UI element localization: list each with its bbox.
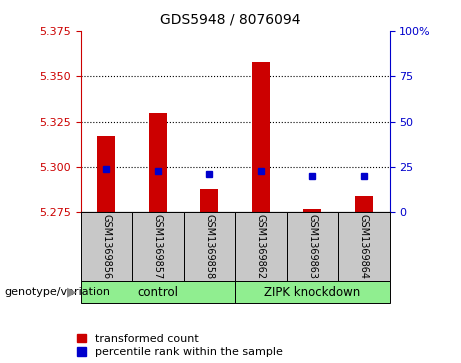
Bar — [81, 212, 132, 281]
Text: genotype/variation: genotype/variation — [5, 287, 111, 297]
Bar — [338, 212, 390, 281]
Bar — [252, 62, 270, 212]
Text: GDS5948 / 8076094: GDS5948 / 8076094 — [160, 13, 301, 27]
Text: GSM1369864: GSM1369864 — [359, 214, 369, 280]
Bar — [287, 212, 338, 281]
Bar — [149, 113, 167, 212]
Text: ▶: ▶ — [67, 286, 76, 299]
Bar — [355, 196, 373, 212]
Bar — [201, 189, 219, 212]
Text: control: control — [137, 286, 178, 299]
Text: GSM1369856: GSM1369856 — [101, 214, 112, 280]
Legend: transformed count, percentile rank within the sample: transformed count, percentile rank withi… — [77, 334, 283, 358]
Bar — [235, 281, 390, 303]
Text: GSM1369858: GSM1369858 — [204, 214, 214, 280]
Bar — [132, 212, 183, 281]
Text: GSM1369862: GSM1369862 — [256, 214, 266, 280]
Text: GSM1369857: GSM1369857 — [153, 214, 163, 280]
Text: GSM1369863: GSM1369863 — [307, 214, 317, 280]
Bar — [303, 209, 321, 212]
Bar — [183, 212, 235, 281]
Bar — [97, 136, 115, 212]
Text: ZIPK knockdown: ZIPK knockdown — [264, 286, 361, 299]
Bar — [235, 212, 287, 281]
Bar — [81, 281, 235, 303]
